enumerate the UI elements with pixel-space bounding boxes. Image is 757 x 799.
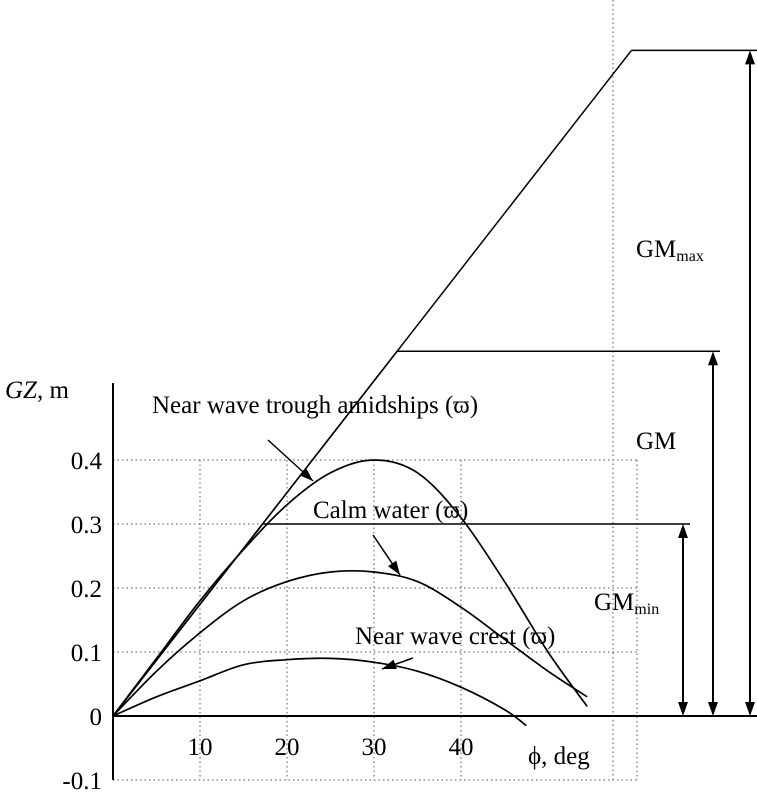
axes: [112, 383, 757, 780]
gm-arrowhead-bottom: [708, 702, 718, 716]
gm-tangent-lines: GMmax GM GMmin: [112, 49, 757, 717]
annotation-label: Near wave trough amidships (ϖ): [152, 392, 478, 419]
y-tick-label: -0.1: [62, 768, 102, 795]
y-axis-label: GZ, m: [5, 377, 69, 404]
gm-label: GMmax: [636, 236, 704, 265]
x-tick-label: 10: [188, 734, 213, 761]
annotation-arrowhead: [382, 659, 397, 670]
gz-curves: [112, 459, 588, 727]
gm-arrowhead-top: [708, 351, 718, 366]
annotation-arrowhead: [299, 467, 313, 481]
y-tick-label: 0.2: [71, 576, 102, 603]
gm-arrowhead-bottom: [678, 702, 688, 716]
y-tick-label: 0.3: [71, 512, 102, 539]
gz-curve-series-1: [112, 569, 588, 717]
gm-label: GMmin: [594, 589, 659, 618]
annotation-arrows: [267, 439, 414, 670]
gm-arrowhead-top: [745, 50, 755, 65]
y-tick-label: 0.1: [71, 640, 102, 667]
gm-arrowhead-top: [678, 524, 688, 538]
gm-label: GM: [636, 428, 676, 455]
y-tick-label: 0.4: [71, 448, 103, 475]
x-tick-label: 20: [275, 734, 300, 761]
annotation-arrowhead: [388, 560, 400, 575]
annotation-labels: Near wave trough amidships (ϖ) Calm water…: [152, 392, 555, 650]
x-tick-label: 30: [362, 734, 387, 761]
annotation-label: Near wave crest (ϖ): [355, 623, 555, 650]
gz-curve-series-0: [112, 459, 588, 717]
x-axis-label: ϕ, deg: [528, 743, 590, 770]
y-tick-label: 0: [90, 704, 103, 731]
gz-curve-series-2: [112, 657, 527, 727]
annotation-label: Calm water (ϖ): [313, 497, 468, 524]
tick-labels: 0.4 0.3 0.2 0.1 0 -0.1 10 20 30 40 GZ, m ϕ, deg: [5, 377, 590, 795]
gm-arrowhead-bottom: [745, 702, 755, 716]
x-tick-label: 40: [449, 734, 474, 761]
